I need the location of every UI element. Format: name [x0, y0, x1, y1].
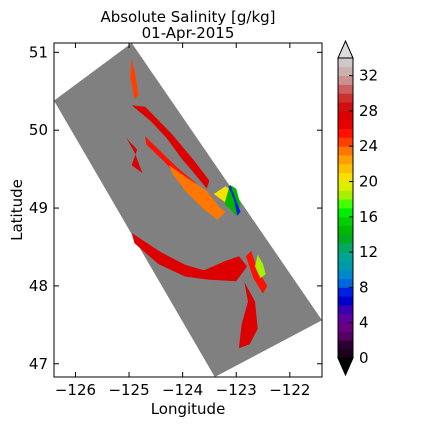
colorbar-band — [338, 216, 353, 227]
y-tick-label: 48 — [29, 277, 48, 295]
colorbar-tick-label: 28 — [359, 102, 378, 120]
salinity-region-10 — [126, 138, 143, 173]
model-domain — [54, 43, 322, 377]
y-axis-label: Latitude — [8, 179, 26, 241]
colorbar-tick-label: 0 — [359, 349, 369, 367]
colorbar-band — [338, 296, 353, 306]
colorbar-band — [338, 252, 353, 262]
colorbar-tick-label: 20 — [359, 173, 378, 191]
colorbar-band — [338, 322, 353, 332]
colorbar-band — [338, 75, 353, 85]
y-tick-label: 50 — [29, 121, 48, 139]
colorbar-band — [338, 305, 353, 315]
chart-title: Absolute Salinity [g/kg] — [100, 8, 275, 26]
colorbar-band — [338, 234, 353, 244]
colorbar-band — [338, 225, 353, 235]
colorbar-band — [338, 128, 353, 138]
colorbar-band — [338, 181, 353, 191]
colorbar-band — [338, 58, 353, 68]
plot-frame — [53, 42, 323, 378]
x-tick-label: −124 — [162, 381, 203, 399]
colorbar-band — [338, 84, 353, 94]
salinity-region-8 — [245, 250, 268, 294]
colorbar-band — [338, 137, 353, 147]
colorbar-band — [338, 199, 353, 209]
colorbar: 0 4 8 12 16 20 24 28 32 — [337, 39, 378, 377]
colorbar-frame — [337, 57, 354, 359]
colorbar-tick-label: 4 — [359, 314, 369, 332]
y-tick-label: 51 — [29, 43, 48, 61]
colorbar-band — [338, 340, 353, 350]
chart-subtitle: 01-Apr-2015 — [142, 24, 235, 42]
colorbar-band — [338, 243, 353, 253]
x-tick-label: −123 — [216, 381, 257, 399]
colorbar-tick-label: 12 — [359, 243, 378, 261]
colorbar-band — [338, 155, 353, 165]
colorbar-band — [338, 163, 353, 174]
salinity-region-9 — [255, 254, 266, 279]
salinity-region-1 — [238, 282, 258, 349]
x-tick-label: −125 — [108, 381, 149, 399]
salinity-region-11 — [130, 58, 139, 100]
colorbar-band — [338, 260, 353, 271]
colorbar-tick-label: 16 — [359, 208, 378, 226]
map-plot-area — [54, 43, 322, 377]
colorbar-band — [338, 349, 353, 359]
colorbar-band — [338, 102, 353, 112]
salinity-region-7 — [228, 186, 241, 216]
x-axis-label: Longitude — [151, 400, 226, 418]
y-tick-label: 49 — [29, 199, 48, 217]
salinity-region-2 — [131, 105, 210, 189]
colorbar-band — [338, 110, 353, 121]
y-tick-label: 47 — [29, 355, 48, 373]
colorbar-band — [338, 66, 353, 77]
colorbar-tick-label: 32 — [359, 67, 378, 85]
colorbar-band — [338, 269, 353, 279]
colorbar-band — [338, 208, 353, 218]
colorbar-band — [338, 313, 353, 324]
axis-ticks: −126 −125 −124 −123 −122 47 48 49 50 51 — [29, 43, 322, 399]
colorbar-band — [338, 278, 353, 288]
colorbar-tick-label: 8 — [359, 278, 369, 296]
x-tick-label: −126 — [55, 381, 96, 399]
colorbar-band — [338, 287, 353, 297]
colorbar-tick-label: 24 — [359, 137, 378, 155]
x-tick-label: −122 — [269, 381, 310, 399]
colorbar-extend-max — [337, 39, 354, 59]
colorbar-band — [338, 93, 353, 103]
colorbar-extend-min — [337, 357, 354, 377]
colorbar-band — [338, 190, 353, 200]
colorbar-band — [338, 119, 353, 129]
colorbar-band — [338, 172, 353, 182]
colorbar-band — [338, 146, 353, 156]
salinity-region-0 — [131, 233, 247, 282]
colorbar-band — [338, 331, 353, 341]
salinity-region-4 — [169, 165, 226, 220]
